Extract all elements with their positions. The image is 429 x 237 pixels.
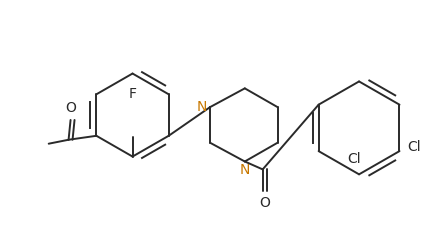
Text: O: O — [259, 196, 270, 210]
Text: N: N — [240, 164, 250, 178]
Text: Cl: Cl — [408, 140, 421, 154]
Text: O: O — [65, 101, 76, 115]
Text: Cl: Cl — [347, 152, 361, 166]
Text: N: N — [196, 100, 207, 114]
Text: F: F — [129, 87, 136, 101]
